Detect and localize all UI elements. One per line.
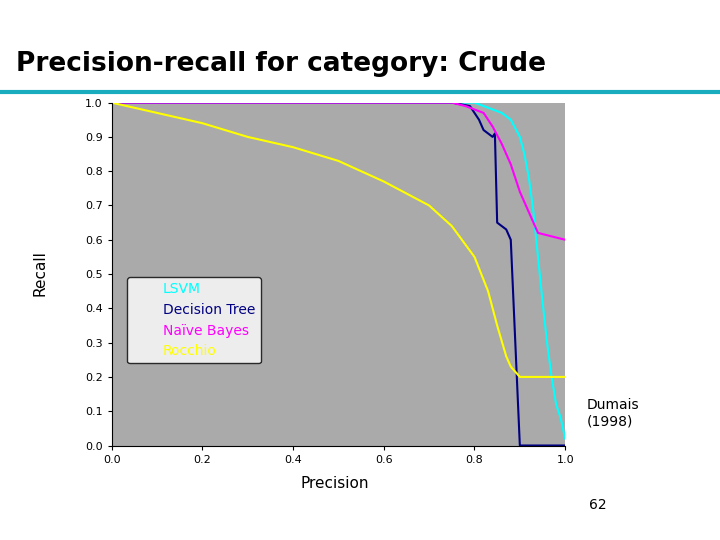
Text: Precision-recall for category: Crude: Precision-recall for category: Crude bbox=[16, 51, 546, 77]
Text: Classification: Classification bbox=[59, 15, 161, 30]
Text: Recall: Recall bbox=[32, 250, 47, 295]
Legend: LSVM, Decision Tree, Naïve Bayes, Rocchio: LSVM, Decision Tree, Naïve Bayes, Rocchi… bbox=[127, 277, 261, 363]
Text: Precision: Precision bbox=[300, 476, 369, 491]
Text: 62: 62 bbox=[589, 498, 606, 512]
Text: Dumais
(1998): Dumais (1998) bbox=[587, 398, 639, 428]
Text: Evaluation: Evaluation bbox=[430, 15, 510, 30]
